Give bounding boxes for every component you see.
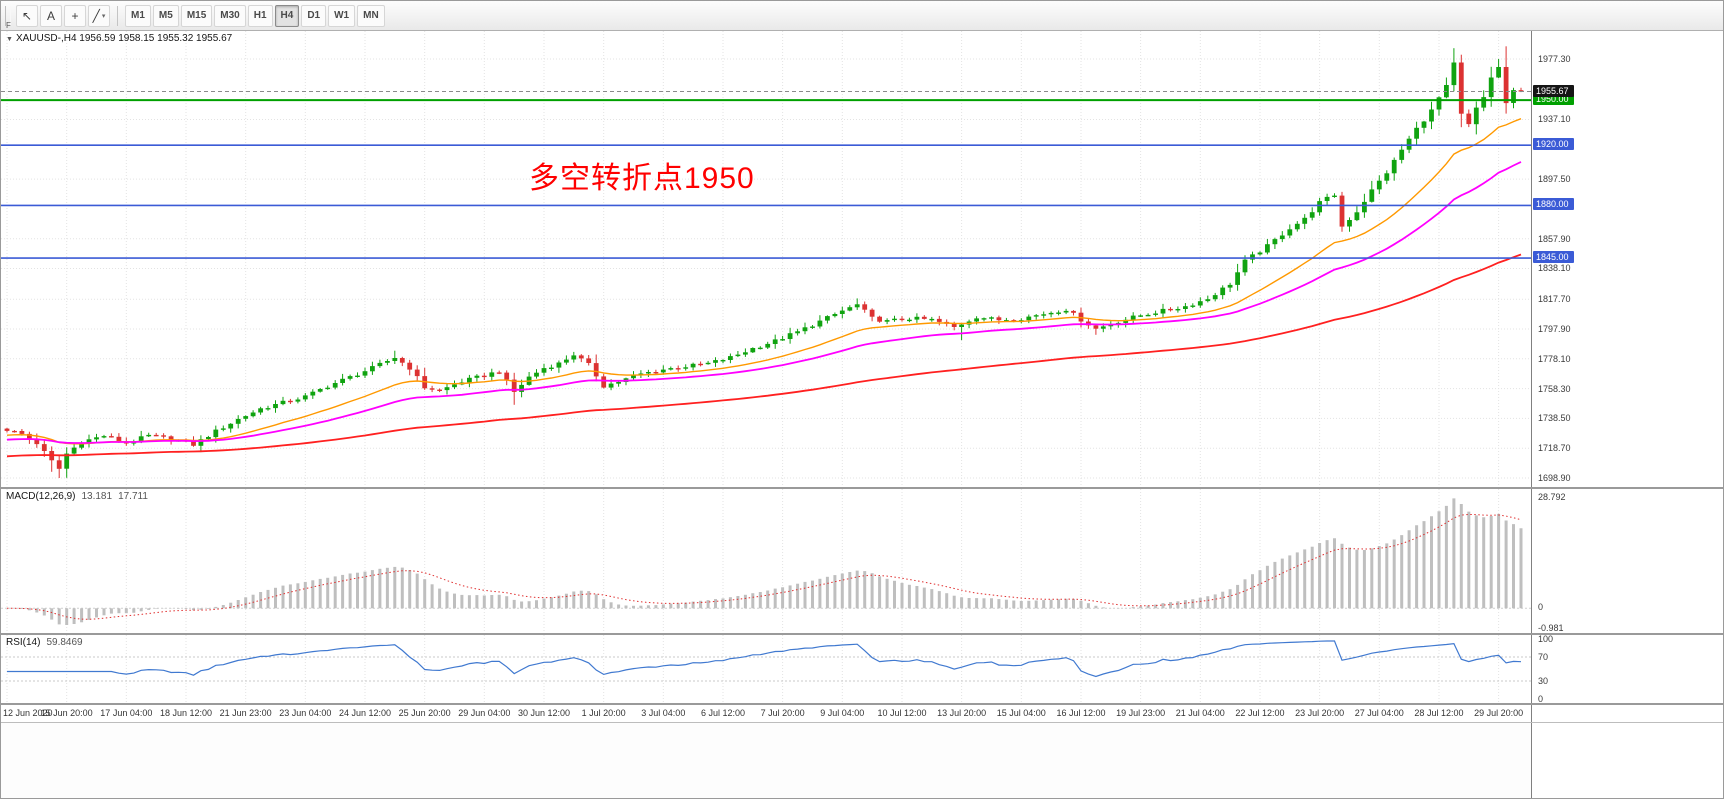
price-axis-label: 1718.70: [1538, 443, 1571, 454]
timeframe-button-M30[interactable]: M30: [214, 4, 246, 27]
cursor-button[interactable]: ↖: [16, 4, 38, 27]
rsi-axis-label: 100: [1538, 634, 1554, 644]
price-level-tag: 1845.00: [1533, 251, 1574, 264]
price-axis-label: 1897.50: [1538, 174, 1571, 185]
price-level-tag: 1920.00: [1533, 138, 1574, 151]
time-axis-label: 15 Jul 04:00: [996, 708, 1046, 718]
timeframe-button-M5[interactable]: M5: [152, 4, 179, 27]
dropdown-arrow-icon: ▾: [101, 12, 106, 20]
rsi-header: RSI(14) 59.8469: [6, 637, 83, 648]
price-axis-label: 1937.10: [1538, 114, 1571, 125]
time-axis-label: 27 Jul 04:00: [1354, 708, 1404, 718]
rsi-value: 59.8469: [46, 637, 83, 648]
price-axis-label: 1797.90: [1538, 323, 1571, 334]
bottom-strip: [1, 723, 1531, 798]
timeframe-button-M15[interactable]: M15: [180, 4, 213, 27]
time-axis-label: 29 Jun 04:00: [458, 708, 511, 718]
timeframe-button-W1[interactable]: W1: [328, 4, 356, 27]
time-axis-label: 23 Jul 20:00: [1295, 708, 1345, 718]
time-axis-label: 25 Jun 20:00: [398, 708, 451, 718]
chart-header: ▼ XAUUSD-,H4 1956.59 1958.15 1955.32 1955…: [6, 33, 232, 44]
price-axis-label: 1698.90: [1538, 472, 1571, 483]
time-axis-label: 24 Jun 12:00: [338, 708, 392, 718]
time-axis-label: 28 Jul 12:00: [1414, 708, 1464, 718]
chart-annotation[interactable]: 多空转折点1950: [529, 162, 755, 195]
timeframe-button-H1[interactable]: H1: [247, 4, 273, 27]
time-axis-label: 22 Jul 12:00: [1235, 708, 1285, 718]
drawing-tools-group: ↖ A + ╱ ▾: [15, 4, 111, 27]
timeframe-group: M1 M5 M15 M30 H1 H4 D1 W1 MN: [124, 4, 386, 27]
chart-title: XAUUSD-,H4 1956.59 1958.15 1955.32 1955.…: [15, 33, 233, 44]
time-axis-label: 30 Jun 12:00: [517, 708, 571, 718]
toolbar-separator: [117, 5, 118, 26]
price-chart-panel[interactable]: ▼ XAUUSD-,H4 1956.59 1958.15 1955.32 1955…: [1, 31, 1531, 487]
macd-axis-label: -0.981: [1538, 623, 1564, 633]
time-axis-label: 15 Jun 20:00: [40, 708, 93, 718]
macd-axis-label: 28.792: [1538, 492, 1566, 502]
time-axis[interactable]: 12 Jun 2020 15 Jun 20:00 17 Jun 04:00 18 Ju…: [1, 705, 1531, 722]
price-axis-label: 1838.10: [1538, 263, 1571, 274]
toolbar: ↖ A + ╱ ▾ M1 M5 M15 M30 H1 H4 D1 W1 MN F: [1, 1, 1723, 31]
rsi-axis-label: 70: [1538, 652, 1549, 662]
time-axis-label: 10 Jul 12:00: [877, 708, 927, 718]
time-axis-label: 17 Jun 04:00: [100, 708, 153, 718]
macd-signal-value: 17.711: [118, 491, 148, 502]
rsi-panel[interactable]: RSI(14) 59.8469: [1, 635, 1531, 703]
rsi-axis-label: 30: [1538, 676, 1549, 686]
toolbar-label-f: F: [6, 21, 11, 30]
panel-splitter[interactable]: [1, 487, 1723, 489]
panel-splitter[interactable]: [1, 703, 1723, 705]
timeframe-button-H4[interactable]: H4: [274, 4, 300, 27]
macd-axis-label: 0: [1538, 602, 1544, 613]
macd-layer[interactable]: [1, 489, 1531, 633]
timeframe-button-MN[interactable]: MN: [357, 4, 385, 27]
time-axis-label: 3 Jul 04:00: [641, 708, 686, 718]
time-axis-label: 9 Jul 04:00: [820, 708, 865, 718]
line-studies-button[interactable]: ╱ ▾: [88, 4, 110, 27]
time-axis-label: 16 Jul 12:00: [1056, 708, 1106, 718]
time-axis-label: 29 Jul 20:00: [1474, 708, 1524, 718]
time-axis-label: 21 Jul 04:00: [1175, 708, 1225, 718]
price-level-tag: 1880.00: [1533, 198, 1574, 211]
chart-workspace: ▼ XAUUSD-,H4 1956.59 1958.15 1955.32 1955…: [1, 31, 1723, 798]
time-axis-label: 21 Jun 23:00: [219, 708, 272, 718]
crosshair-button[interactable]: +: [64, 4, 86, 27]
time-axis-label: 19 Jul 23:00: [1116, 708, 1166, 718]
current-price-tag: 1955.67: [1533, 84, 1574, 97]
time-axis-label: 13 Jul 20:00: [937, 708, 987, 718]
price-axis-label: 1977.30: [1538, 53, 1571, 64]
time-axis-border: [1, 722, 1723, 723]
time-axis-label: 12 Jun 2020: [3, 708, 53, 718]
time-axis-label: 6 Jul 12:00: [700, 708, 745, 718]
price-axis[interactable]: 1977.30 1937.10 1897.50 1857.90 1838.10 1817.…: [1531, 31, 1723, 798]
text-label-button[interactable]: A: [40, 4, 62, 27]
price-axis-label: 1857.90: [1538, 233, 1571, 244]
rsi-axis-label: 0: [1538, 694, 1544, 704]
rsi-layer[interactable]: [1, 635, 1531, 703]
price-axis-label: 1817.70: [1538, 294, 1571, 305]
toolbar-grip[interactable]: [5, 5, 11, 26]
macd-main-value: 13.181: [81, 491, 113, 502]
price-axis-label: 1758.30: [1538, 383, 1571, 394]
macd-panel[interactable]: MACD(12,26,9) 13.181 17.711: [1, 489, 1531, 633]
timeframe-button-M1[interactable]: M1: [125, 4, 151, 27]
price-axis-label: 1778.10: [1538, 353, 1571, 364]
time-axis-label: 23 Jun 04:00: [279, 708, 332, 718]
panel-splitter[interactable]: [1, 633, 1723, 635]
time-axis-label: 18 Jun 12:00: [159, 708, 213, 718]
time-axis-label: 1 Jul 20:00: [581, 708, 626, 718]
rsi-label: RSI(14): [6, 637, 41, 648]
macd-header: MACD(12,26,9) 13.181 17.711: [6, 491, 148, 502]
candlestick-layer[interactable]: [1, 31, 1531, 487]
symbol-dropdown-icon[interactable]: ▼: [6, 36, 13, 43]
price-axis-label: 1738.50: [1538, 413, 1571, 424]
timeframe-button-D1[interactable]: D1: [301, 4, 327, 27]
macd-label: MACD(12,26,9): [6, 491, 76, 502]
time-axis-label: 7 Jul 20:00: [760, 708, 805, 718]
